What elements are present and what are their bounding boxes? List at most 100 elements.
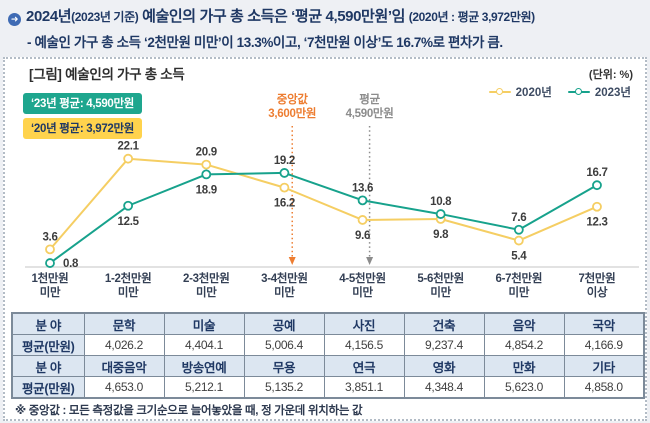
x-axis-label: 미만 [509, 285, 530, 299]
avg-2020-badge: ‘20년 평균: 3,972만원 [23, 118, 143, 139]
field-header-cell: 기타 [563, 355, 645, 377]
x-axis-label: 4-5천만원 [339, 271, 386, 285]
value-label-2020년: 12.3 [586, 217, 607, 229]
field-header-cell: 연극 [323, 355, 405, 377]
figure-title: [그림] 예술인의 가구 총 소득 [29, 67, 185, 82]
average-value-cell: 4,854.2 [483, 334, 565, 356]
x-axis-label: 3-4천만원 [261, 271, 308, 285]
report-title: ➜ 2024년(2023년 기준) 예술인의 가구 총 소득은 ‘평균 4,590… [8, 5, 648, 26]
data-point-2023년 [592, 180, 602, 191]
field-header-cell: 문학 [83, 312, 165, 335]
unit-label: (단위: %) [588, 69, 633, 81]
data-point-2023년 [513, 224, 524, 235]
data-point-2023년 [45, 258, 55, 268]
row-label-cell: 평균(만원) [11, 334, 85, 356]
value-label-2020년: 22.1 [118, 141, 140, 153]
x-axis-label: 이상 [587, 285, 608, 299]
title-main-1: 2024년 [26, 8, 72, 25]
table-row: 평균(만원) 4,653.0 5,212.1 5,135.2 3,851.1 4,348.… [11, 376, 645, 399]
table-row: 분 야 문학 미술 공예 사진 건축 음악 국악 [11, 312, 645, 335]
value-label-2023년: 13.6 [352, 182, 373, 194]
field-header-cell: 건축 [403, 312, 485, 335]
x-axis-label: 미만 [274, 285, 295, 299]
value-label-2020년: 5.4 [511, 251, 527, 263]
avg-2023-badge: ‘23년 평균: 4,590만원 [23, 93, 143, 114]
data-point-2020년 [45, 244, 55, 255]
field-header-cell: 영화 [403, 355, 485, 377]
arrow-bullet-icon: ➜ [8, 13, 21, 26]
data-point-2020년 [513, 235, 524, 246]
title-main-2: 예술인의 가구 총 소득은 ‘평균 4,590만원’임 [138, 8, 409, 25]
legend-label: 2020년 [515, 87, 552, 99]
field-header-cell: 공예 [243, 312, 325, 335]
x-axis-label: 6-7천만원 [496, 271, 543, 285]
row-label-cell: 분 야 [11, 355, 85, 377]
x-axis-label: 미만 [430, 285, 451, 299]
average-value-cell: 5,212.1 [163, 376, 245, 399]
mean-annotation-title: 평균 [359, 92, 380, 106]
average-value-cell: 3,851.1 [323, 376, 405, 399]
average-value-cell: 5,135.2 [243, 376, 325, 399]
x-axis-label: 1천만원 [32, 271, 69, 285]
row-label-cell: 분 야 [11, 312, 85, 335]
data-point-2023년 [279, 168, 290, 178]
field-header-cell: 미술 [163, 312, 245, 335]
data-point-2023년 [201, 169, 212, 180]
figure-panel: [그림] 예술인의 가구 총 소득 (단위: %) 2020년 2023년 ‘23… [3, 57, 647, 421]
field-header-cell: 음악 [483, 312, 565, 335]
value-label-2023년: 18.9 [196, 184, 217, 196]
average-value-cell: 9,237.4 [403, 334, 485, 356]
value-label-2023년: 10.8 [430, 196, 452, 208]
value-label-2020년: 16.2 [274, 198, 295, 210]
average-value-cell: 4,348.4 [403, 376, 485, 399]
median-annotation-title: 중앙값 [277, 93, 309, 106]
legend-item-2023년: 2023년 [567, 84, 631, 100]
average-value-cell: 5,623.0 [483, 376, 565, 399]
data-point-2020년 [201, 159, 212, 170]
report-subtitle: - 예술인 가구 총 소득 ‘2천만원 미만’이 13.3%이고, ‘7천만원 … [27, 35, 503, 50]
income-table-body: 분 야 문학 미술 공예 사진 건축 음악 국악 평균(만원) 4,026.2 4,404.1 5,0… [11, 312, 645, 399]
data-point-2020년 [279, 182, 290, 193]
median-footnote: ※ 중앙값 : 모든 측정값을 크기순으로 늘어놓았을 때, 정 가운데 위치하… [15, 405, 363, 417]
value-label-2023년: 0.8 [63, 258, 79, 270]
mean-arrow-icon [366, 257, 374, 265]
row-label-cell: 평균(만원) [11, 376, 85, 399]
x-axis-label: 미만 [40, 285, 61, 299]
field-header-cell: 무용 [243, 355, 325, 377]
value-label-2023년: 12.5 [118, 216, 140, 228]
value-label-2023년: 7.6 [511, 212, 526, 224]
average-value-cell: 4,166.9 [563, 334, 645, 356]
field-header-cell: 국악 [563, 312, 645, 335]
average-value-cell: 4,026.2 [83, 334, 165, 356]
x-axis-label: 2-3천만원 [183, 271, 230, 285]
legend-marker-icon [567, 88, 590, 97]
value-label-2023년: 16.7 [586, 167, 607, 179]
average-value-cell: 4,156.5 [323, 334, 405, 356]
value-label-2020년: 9.8 [433, 229, 449, 241]
series-line-2020년 [49, 157, 598, 251]
field-header-cell: 대중음악 [83, 355, 165, 377]
mean-annotation-value: 4,590만원 [346, 106, 394, 120]
average-value-cell: 4,653.0 [83, 376, 165, 399]
value-label-2020년: 20.9 [196, 147, 217, 159]
report-header: ➜ 2024년(2023년 기준) 예술인의 가구 총 소득은 ‘평균 4,590… [8, 5, 648, 51]
average-value-cell: 4,858.0 [563, 376, 645, 399]
x-axis-label: 5-6천만원 [417, 271, 464, 285]
data-point-2023년 [357, 195, 368, 206]
value-label-2020년: 3.6 [42, 231, 57, 243]
data-point-2020년 [592, 201, 602, 212]
field-header-cell: 만화 [483, 355, 565, 377]
value-label-2023년: 19.2 [274, 155, 295, 167]
title-paren-1: (2023년 기준) [71, 10, 139, 24]
average-value-cell: 4,404.1 [163, 334, 245, 356]
legend-label: 2023년 [594, 87, 631, 99]
median-annotation-value: 3,600만원 [268, 106, 316, 120]
table-row: 분 야 대중음악 방송연예 무용 연극 영화 만화 기타 [11, 355, 645, 377]
median-arrow-icon [288, 257, 296, 265]
table-row: 평균(만원) 4,026.2 4,404.1 5,006.4 4,156.5 9,237.… [11, 334, 645, 356]
x-axis-label: 미만 [118, 285, 139, 299]
field-header-cell: 방송연예 [163, 355, 245, 377]
average-badges: ‘23년 평균: 4,590만원 ‘20년 평균: 3,972만원 [23, 93, 143, 143]
series-line-2023년 [49, 171, 598, 264]
